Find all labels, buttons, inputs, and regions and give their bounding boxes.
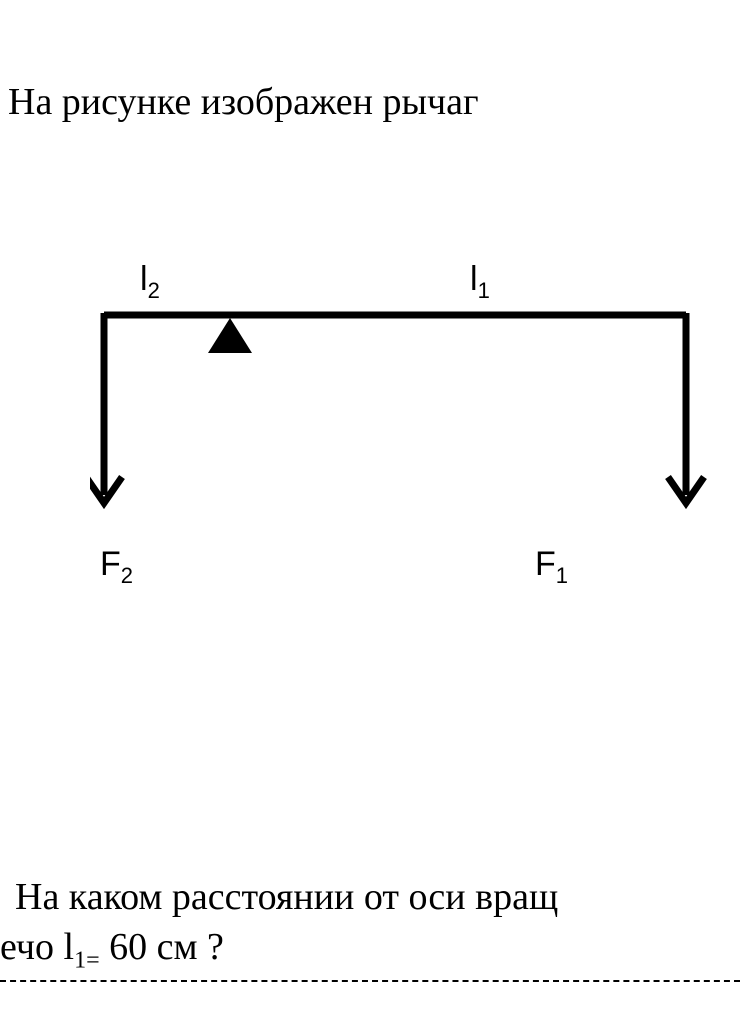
lever-svg bbox=[90, 305, 710, 535]
question-line1: На каком расстоянии от оси вращ bbox=[15, 875, 558, 919]
label-l2: l2 bbox=[140, 260, 160, 304]
label-f2: F2 bbox=[100, 545, 133, 589]
dashed-separator bbox=[0, 980, 740, 982]
question-line2: ечо l1= 60 см ? bbox=[0, 925, 224, 975]
label-f1: F1 bbox=[535, 545, 568, 589]
lever-diagram: l2 l1 F2 F1 bbox=[90, 260, 710, 630]
fulcrum-icon bbox=[208, 318, 252, 353]
title-text: На рисунке изображен рычаг bbox=[8, 80, 479, 124]
label-l1: l1 bbox=[470, 260, 490, 304]
